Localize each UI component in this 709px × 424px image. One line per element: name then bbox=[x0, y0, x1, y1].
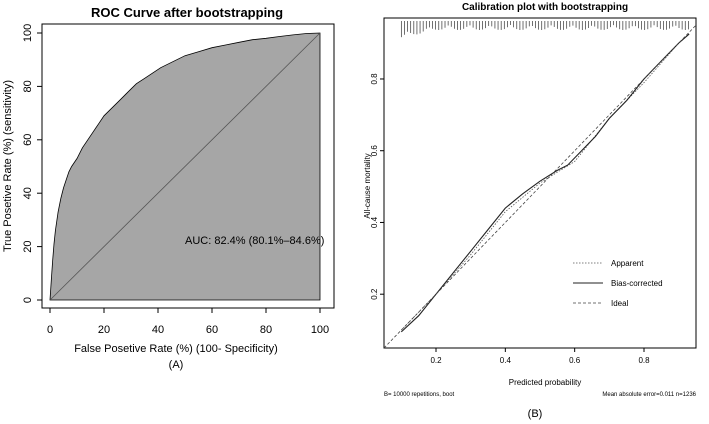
calibration-x-tick-label: 0.8 bbox=[638, 356, 650, 365]
roc-y-axis: 0 20 40 60 80 100 bbox=[22, 24, 43, 303]
roc-caption: (A) bbox=[169, 359, 184, 371]
calibration-y-tick-label: 0.6 bbox=[370, 145, 379, 157]
calibration-y-tick-label: 0.8 bbox=[370, 73, 379, 85]
roc-reference-line bbox=[49, 32, 321, 301]
calibration-x-tick-label: 0.6 bbox=[569, 356, 581, 365]
calibration-chart: Calibration plot with bootstrapping 0.2 0… bbox=[363, 2, 697, 420]
roc-y-tick-label: 60 bbox=[22, 134, 34, 146]
calibration-x-tick-label: 0.4 bbox=[500, 356, 512, 365]
legend-label: Bias-corrected bbox=[611, 279, 663, 288]
calibration-title: Calibration plot with bootstrapping bbox=[462, 2, 628, 13]
calibration-footer-left: B= 10000 repetitions, boot bbox=[384, 392, 455, 398]
calibration-x-tick-label: 0.2 bbox=[430, 356, 442, 365]
calibration-lines bbox=[383, 24, 697, 349]
calibration-legend: Apparent Bias-corrected Ideal bbox=[573, 259, 663, 308]
roc-y-tick-label: 80 bbox=[22, 80, 34, 92]
series-line-apparent bbox=[401, 33, 690, 331]
roc-x-tick-label: 40 bbox=[152, 324, 164, 336]
series-line-ideal bbox=[383, 24, 697, 349]
calibration-y-tick-label: 0.2 bbox=[370, 288, 379, 300]
roc-x-tick-label: 0 bbox=[47, 324, 53, 336]
roc-auc-annotation: AUC: 82.4% (80.1%–84.6%) bbox=[185, 235, 324, 247]
legend-label: Apparent bbox=[611, 259, 644, 268]
legend-label: Ideal bbox=[611, 299, 629, 308]
calibration-caption: (B) bbox=[528, 408, 543, 420]
roc-x-tick-label: 80 bbox=[260, 324, 272, 336]
series-line-bias-corrected bbox=[400, 33, 690, 333]
roc-chart: ROC Curve after bootstrapping 0 20 40 60 80 1… bbox=[2, 5, 335, 371]
roc-y-tick-label: 100 bbox=[22, 24, 34, 42]
roc-y-label: True Posetive Rate (%) (sensitivity) bbox=[2, 80, 14, 252]
roc-x-tick-label: 100 bbox=[311, 324, 329, 336]
calibration-x-axis: 0.2 0.4 0.6 0.8 bbox=[430, 348, 650, 365]
roc-x-tick-label: 60 bbox=[206, 324, 218, 336]
calibration-y-axis: 0.2 0.4 0.6 0.8 bbox=[370, 73, 384, 300]
roc-x-tick-label: 20 bbox=[98, 324, 110, 336]
calibration-x-label: Predicted probability bbox=[509, 378, 581, 387]
roc-y-tick-label: 20 bbox=[22, 240, 34, 252]
roc-title: ROC Curve after bootstrapping bbox=[91, 5, 283, 20]
calibration-y-label: All-cause mortality bbox=[363, 153, 372, 218]
calibration-y-tick-label: 0.4 bbox=[370, 216, 379, 228]
calibration-plot-frame bbox=[383, 17, 697, 349]
roc-x-axis: 0 20 40 60 80 100 bbox=[47, 307, 329, 336]
calibration-rug bbox=[400, 21, 689, 38]
roc-y-tick-label: 40 bbox=[22, 187, 34, 199]
roc-y-tick-label: 0 bbox=[22, 297, 34, 303]
roc-x-label: False Posetive Rate (%) (100- Specificit… bbox=[74, 343, 278, 355]
calibration-footer-right: Mean absolute error=0.011 n=1236 bbox=[602, 392, 696, 398]
